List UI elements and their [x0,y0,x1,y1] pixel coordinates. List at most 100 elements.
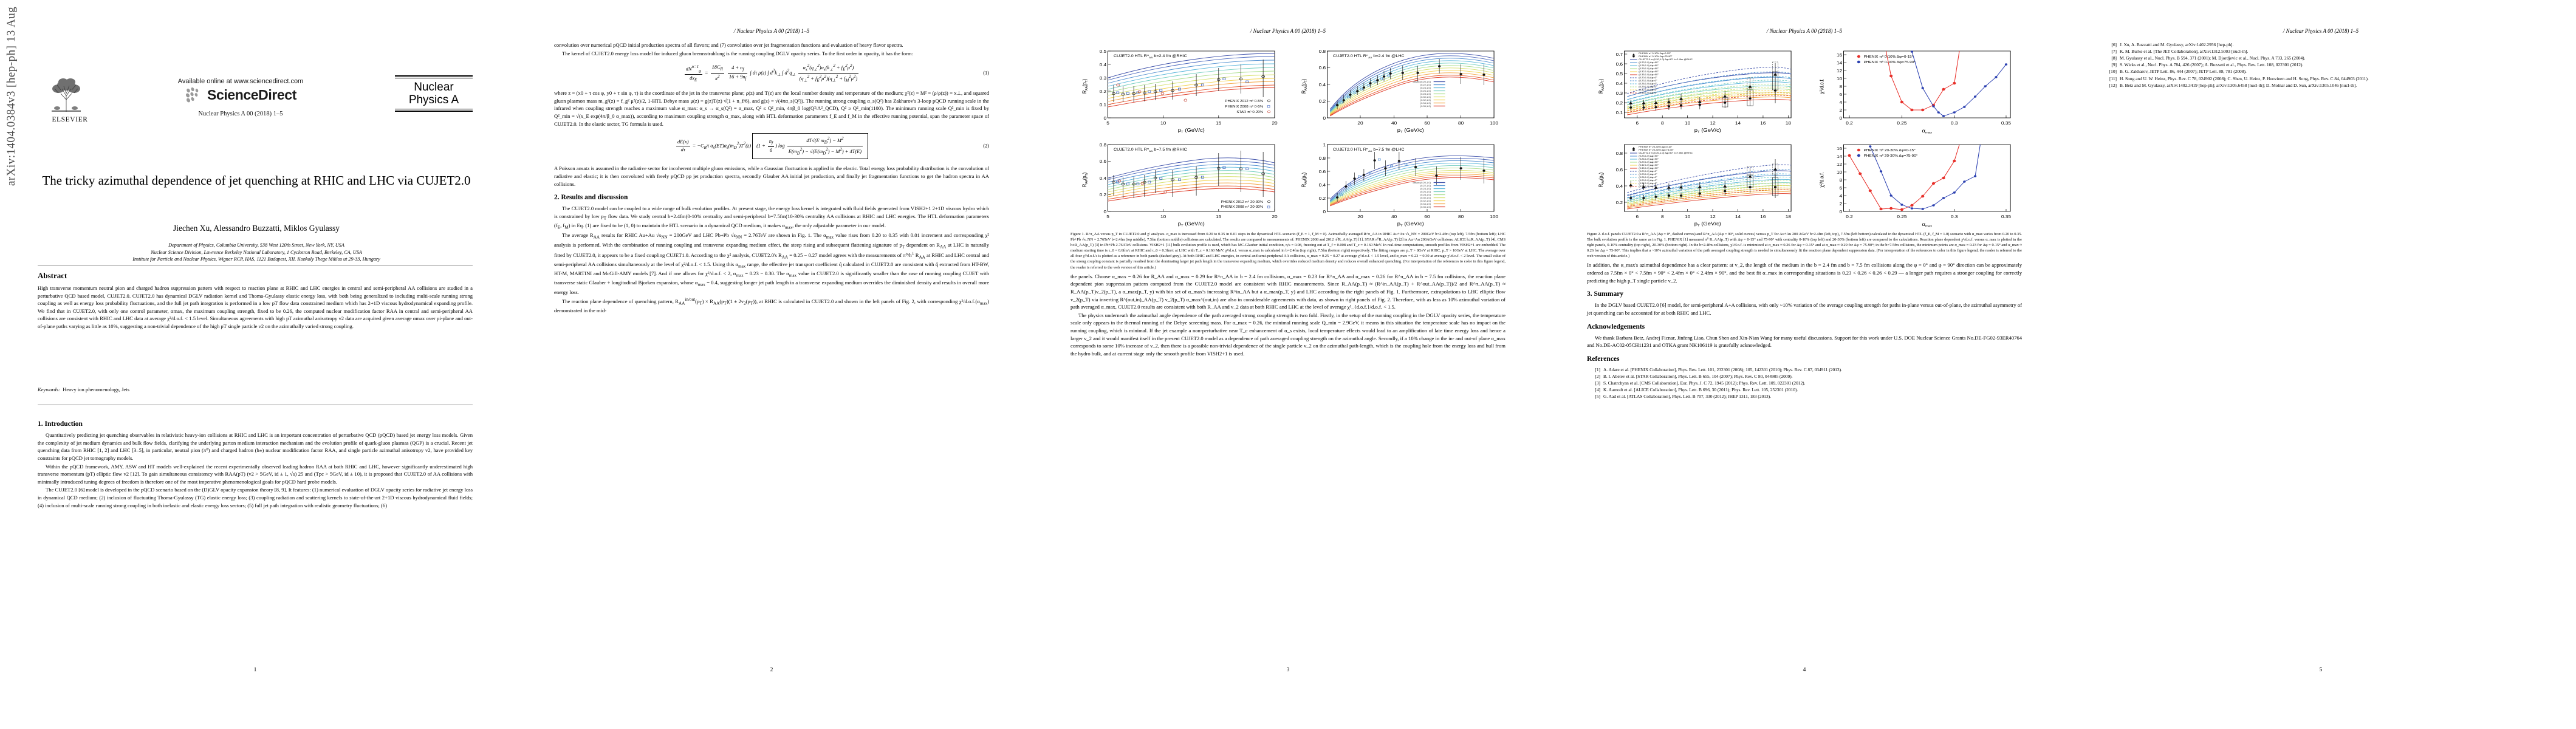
keywords-value: Heavy ion phenomenology, Jets [63,386,129,392]
svg-text:10: 10 [1685,121,1690,126]
journal-title-line1: Nuclear [414,81,454,94]
svg-text:40: 40 [1391,121,1397,126]
svg-text:0.5: 0.5 [1100,49,1107,54]
reference-text: B. G. Zakharov, JETP Lett. 86, 444 (2007… [2120,69,2247,75]
svg-text:0.8: 0.8 [1616,151,1623,156]
reference-text: S. Wicks et al., Nucl. Phys. A 784, 426 … [2120,62,2304,68]
svg-text:8: 8 [1840,84,1843,89]
svg-text:(0.28,1.0): (0.28,1.0) [1420,93,1431,95]
reference-number: [12] [2109,82,2117,88]
svg-text:0.6: 0.6 [1616,62,1623,67]
svg-text:5: 5 [1106,214,1109,219]
svg-text:80: 80 [1458,214,1464,219]
svg-text:10: 10 [1160,121,1166,126]
svg-text:(0.26,1.0) Δφ=0°: (0.26,1.0) Δφ=0° [1639,176,1657,179]
svg-text:χ2/d.o.f.: χ2/d.o.f. [1819,78,1825,94]
svg-text:(0.26,1.0) Δφ=90°: (0.26,1.0) Δφ=90° [1639,64,1659,67]
figure-1-panel-raa-b24-rhic: 0 0.1 0.2 0.3 0.4 0.5 5 10 15 20 pT (GeV [1070,44,1286,135]
summary-paragraph: In the DGLV based CUJET2.0 [6] model, fo… [1587,302,2022,316]
section-heading-summary: 3. Summary [1587,290,1624,298]
svg-text:6: 6 [1636,121,1639,126]
keywords-line: Keywords: Heavy ion phenomenology, Jets [38,386,473,392]
svg-text:(0.35,1.0) Δφ=90°: (0.35,1.0) Δφ=90° [1639,167,1659,169]
svg-text:0.2: 0.2 [1846,121,1853,126]
section-heading-results: 2. Results and discussion [554,194,628,202]
svg-text:60: 60 [1424,121,1430,126]
figure-2-panel-raa-inout-b75: 0.2 0.4 0.6 0.8 6 8 10 12 14 16 18 [1587,137,1803,228]
svg-text:0: 0 [1323,210,1326,214]
svg-text:16: 16 [1760,214,1766,219]
svg-text:0: 0 [1840,116,1843,121]
svg-text:(0.26,1.0): (0.26,1.0) [1420,90,1431,92]
svg-text:(0.28,1.0): (0.28,1.0) [1420,194,1431,196]
figure-1-panel-raa-b24-lhc: 0 0.2 0.4 0.6 0.8 20 40 60 80 100 pT (Ge [1290,44,1506,135]
section-heading-acknowledgements: Acknowledgements [1587,323,1645,330]
svg-text:14: 14 [1735,214,1741,219]
page-number: 1 [253,667,257,673]
svg-text:(0.35,1.0) Δφ=0°: (0.35,1.0) Δφ=0° [1639,92,1657,94]
svg-text:(0.34,1.0): (0.34,1.0) [1420,203,1431,205]
svg-text:6: 6 [1636,214,1639,219]
reference-item: [9] S. Wicks et al., Nucl. Phys. A 784, 4… [2103,61,2538,68]
svg-text:2: 2 [1840,108,1843,113]
svg-text:10: 10 [1837,170,1842,175]
svg-text:RAA(pT): RAA(pT) [1598,79,1605,94]
reference-list-page5: [6] J. Xu, A. Buzzatti and M. Gyulassy, a… [2103,41,2538,89]
abstract-heading: Abstract [38,271,67,280]
svg-text:12: 12 [1837,69,1842,74]
svg-text:(0.32,1.0) Δφ=0°: (0.32,1.0) Δφ=0° [1639,89,1657,91]
affiliation-a: Department of Physics, Columbia Universi… [168,242,344,248]
svg-text:PHENIX 2012 π⁰ 0-5%: PHENIX 2012 π⁰ 0-5% [1225,99,1263,103]
svg-text:PHENIX 2008 π⁰ 20-30%: PHENIX 2008 π⁰ 20-30% [1221,205,1264,208]
intro-paragraph-3: The CUJET2.0 [6] model is developed in t… [38,487,473,508]
svg-text:0.4: 0.4 [1616,81,1623,86]
arxiv-stamp: arXiv:1404.0384v3 [hep-ph] 13 Aug 2015 [5,4,18,186]
reference-item: [8] M. Gyulassy et al., Nucl. Phys. B 594… [2103,55,2538,61]
svg-text:(0.32,1.0) Δφ=90°: (0.32,1.0) Δφ=90° [1639,70,1659,73]
svg-text:(0.32,1.0): (0.32,1.0) [1420,99,1431,101]
reference-text: J. Xu, A. Buzzatti and M. Gyulassy, arXi… [2120,42,2234,47]
svg-text:100: 100 [1490,214,1498,219]
svg-text:0.2: 0.2 [1616,200,1623,205]
reference-number: [4] [1595,387,1600,393]
elsevier-tree-icon [52,78,81,112]
section-heading-introduction: 1. Introduction [38,420,83,428]
page3-paragraph-1: the panels. Choose α_max = 0.26 for R_AA… [1070,273,1506,310]
reference-item: [7] K. M. Burke et al. [The JET Collabora… [2103,48,2538,55]
svg-text:0.4: 0.4 [1319,83,1326,87]
svg-text:PHENIX π⁰ 0-10% Δφ=75-90°: PHENIX π⁰ 0-10% Δφ=75-90° [1639,55,1673,58]
svg-text:PHENIX 2008 π⁰ 0-5%: PHENIX 2008 π⁰ 0-5% [1225,104,1263,108]
reference-number: [11] [2109,75,2117,81]
abstract-text: High transverse momentum neutral pion an… [38,285,473,329]
reference-text: A. Adare et al. [PHENIX Collaboration], … [1603,366,1842,372]
reference-item: [3] S. Chatrchyan et al. [CMS Collaborati… [1587,380,2022,386]
page-number: 3 [1286,667,1290,673]
intro-paragraph-2: Within the pQCD framework, AMY, ASW and … [38,463,473,485]
svg-text:0.35: 0.35 [2001,121,2011,126]
svg-text:(0.22,1.0): (0.22,1.0) [1420,185,1431,187]
svg-text:0.8: 0.8 [1100,143,1107,148]
svg-text:10: 10 [1160,214,1166,219]
svg-text:pT (GeV/c): pT (GeV/c) [1397,128,1424,134]
reference-list-page4: [1] A. Adare et al. [PHENIX Collaboration… [1587,366,2022,400]
affiliation-b: Nuclear Science Division, Lawrence Berke… [151,249,362,255]
svg-text:(0.26,1.0) Δφ=90°: (0.26,1.0) Δφ=90° [1639,158,1659,160]
svg-text:0.5: 0.5 [1616,72,1623,77]
svg-text:80: 80 [1458,121,1464,126]
results-paragraph-1: The CUJET2.0 model can be coupled to a w… [554,205,989,230]
reference-text: S. Chatrchyan et al. [CMS Collaboration]… [1603,380,1806,386]
svg-text:12: 12 [1710,121,1715,126]
svg-text:0.8: 0.8 [1319,156,1326,161]
page-4: / Nuclear Physics A 00 (2018) 1–5 [1549,4,2060,684]
elsevier-wordmark: ELSEVIER [52,116,88,123]
svg-text:(0.32,1.0) Δφ=90°: (0.32,1.0) Δφ=90° [1639,164,1659,166]
svg-text:αmax=(0.20,1.0): αmax=(0.20,1.0) [1413,81,1430,83]
svg-text:4: 4 [1840,100,1843,105]
equation-2-number: (2) [983,143,989,149]
reference-number: [5] [1595,394,1600,400]
svg-text:αmax: αmax [1922,128,1932,135]
page2-paragraph-3: where z = (x0 + τ cos φ, y0 + τ sin φ, τ… [554,90,989,127]
journal-masthead: ELSEVIER Available online at www.science… [35,75,479,142]
svg-text:CUJET2.0 π (0.20,1.0) Δφ=90° b: CUJET2.0 π (0.20,1.0) Δφ=90° b=2.4fm @RH… [1639,58,1693,61]
sciencedirect-wordmark: ScienceDirect [207,87,296,103]
